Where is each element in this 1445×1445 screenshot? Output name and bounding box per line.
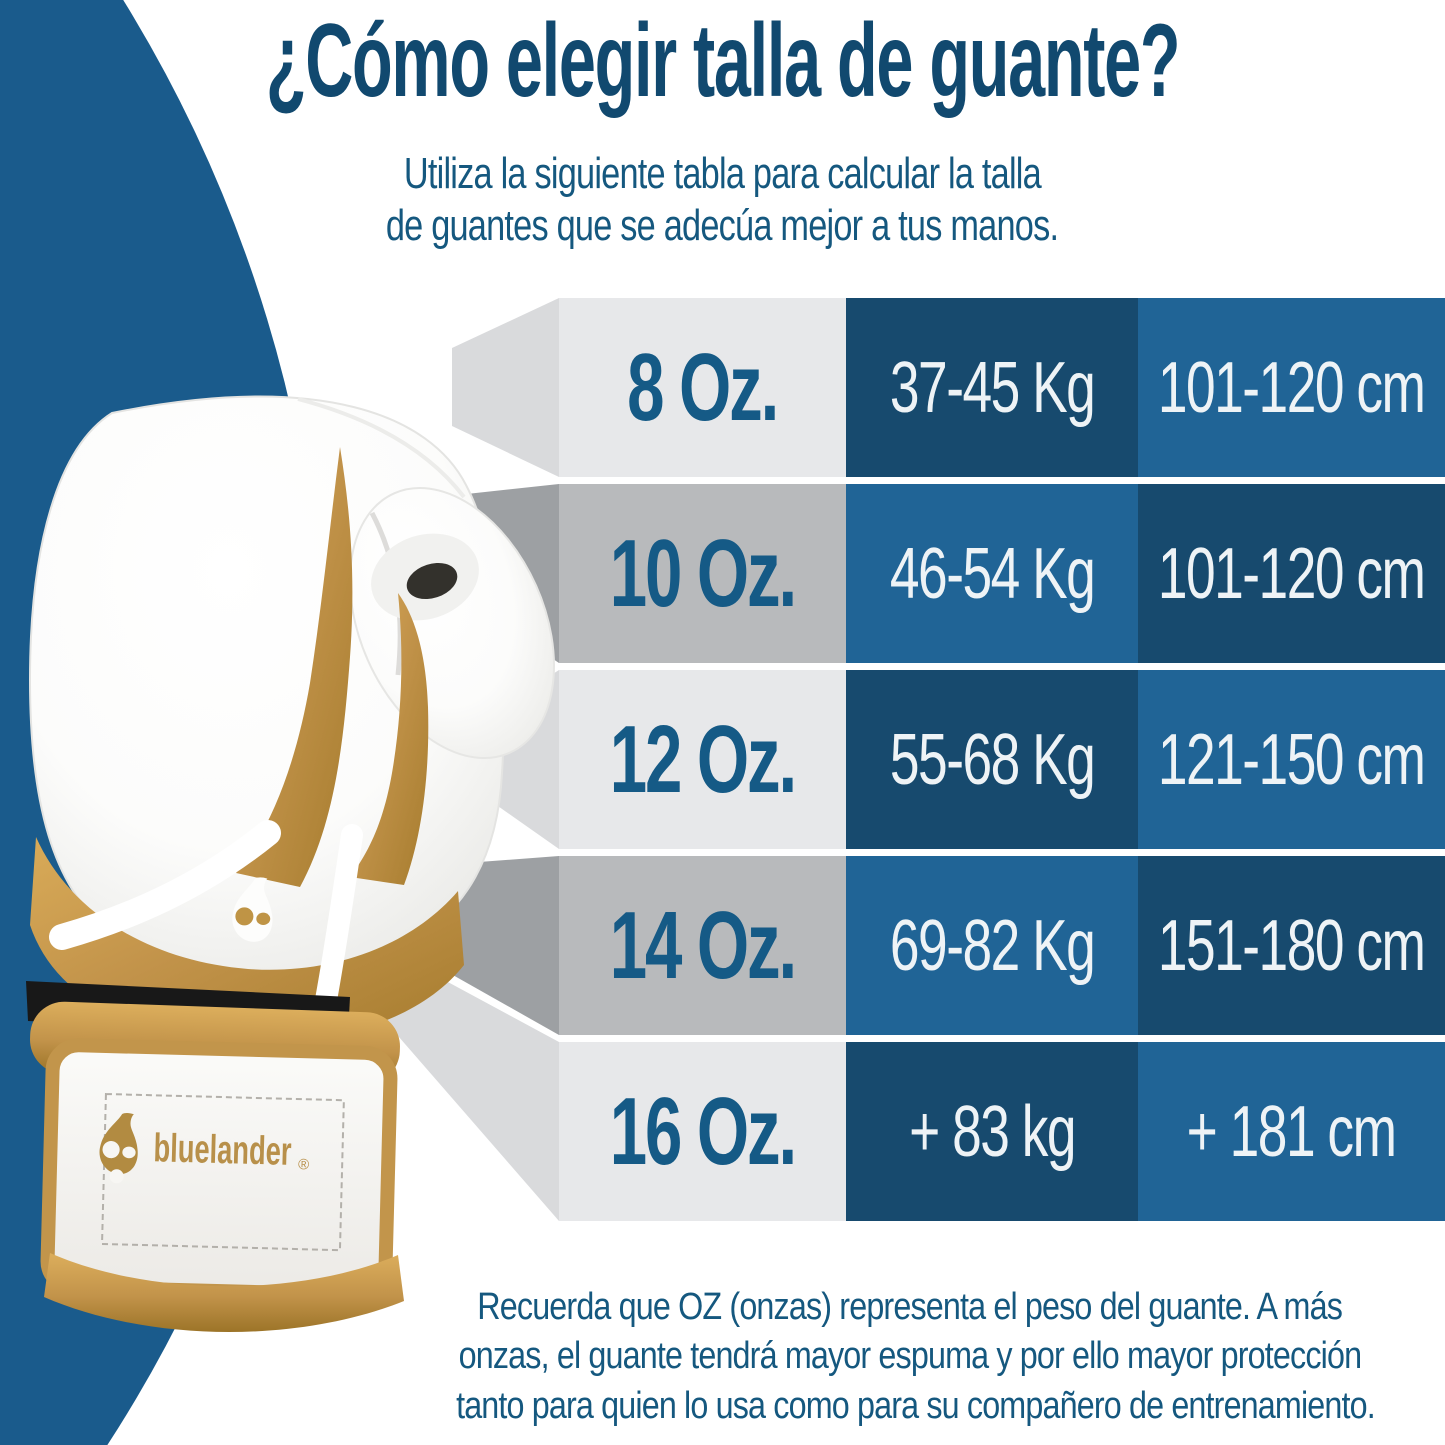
table-row: 8 Oz. 37-45 Kg 101-120 cm xyxy=(559,298,1445,477)
velcro-strap: bluelander ® xyxy=(40,1038,398,1302)
boxing-glove-illustration: bluelander ® xyxy=(26,395,555,1333)
cuff-gold-trim-bottom xyxy=(44,1253,404,1333)
size-cell: 8 Oz. xyxy=(559,298,846,477)
flange-row-1 xyxy=(452,298,559,477)
height-cell: 151-180 cm xyxy=(1138,856,1445,1035)
footer-line-3: tanto para quien lo usa como para su com… xyxy=(456,1384,1376,1427)
size-cell: 12 Oz. xyxy=(559,670,846,849)
header: ¿Cómo elegir talla de guante? xyxy=(0,6,1445,116)
height-cell: + 181 cm xyxy=(1138,1042,1445,1221)
size-cell: 10 Oz. xyxy=(559,484,846,663)
subtitle-line-2: de guantes que se adecúa mejor a tus man… xyxy=(386,200,1059,250)
size-cell: 14 Oz. xyxy=(559,856,846,1035)
size-cell: 16 Oz. xyxy=(559,1042,846,1221)
gold-flame-short xyxy=(350,593,429,885)
height-cell: 101-120 cm xyxy=(1138,298,1445,477)
table-row: 10 Oz. 46-54 Kg 101-120 cm xyxy=(559,484,1445,663)
weight-cell: 69-82 Kg xyxy=(846,856,1138,1035)
air-hole xyxy=(406,562,458,600)
subtitle-line-1: Utiliza la siguiente tabla para calcular… xyxy=(403,149,1042,198)
stitch-line xyxy=(100,1092,345,1252)
subtitle: Utiliza la siguiente tabla para calcular… xyxy=(0,148,1445,252)
weight-cell: + 83 kg xyxy=(846,1042,1138,1221)
height-cell: 121-150 cm xyxy=(1138,670,1445,849)
bluelander-droplet-icon xyxy=(99,1112,138,1184)
table-row: 12 Oz. 55-68 Kg 121-150 cm xyxy=(559,670,1445,849)
white-stripe-right xyxy=(315,824,363,1011)
bluelander-wordmark: bluelander xyxy=(153,1126,292,1174)
footer-line-2: onzas, el guante tendrá mayor espuma y p… xyxy=(458,1335,1362,1378)
weight-cell: 46-54 Kg xyxy=(846,484,1138,663)
size-table: 8 Oz. 37-45 Kg 101-120 cm 10 Oz. 46-54 K… xyxy=(559,298,1445,1221)
white-stripe-left xyxy=(49,820,281,950)
table-row: 16 Oz. + 83 kg + 181 cm xyxy=(559,1042,1445,1221)
droplet-icon-white xyxy=(232,877,273,942)
table-row: 14 Oz. 69-82 Kg 151-180 cm xyxy=(559,856,1445,1035)
page-title: ¿Cómo elegir talla de guante? xyxy=(265,3,1181,119)
flange-row-5 xyxy=(372,954,559,1221)
height-cell: 101-120 cm xyxy=(1138,484,1445,663)
knuckle-seam xyxy=(297,397,466,499)
gold-flame-tall xyxy=(236,447,353,887)
footer-note: Recuerda que OZ (onzas) representa el pe… xyxy=(375,1283,1445,1431)
registered-mark: ® xyxy=(298,1156,310,1173)
footer-line-1: Recuerda que OZ (onzas) representa el pe… xyxy=(477,1286,1344,1328)
weight-cell: 55-68 Kg xyxy=(846,670,1138,849)
weight-cell: 37-45 Kg xyxy=(846,298,1138,477)
